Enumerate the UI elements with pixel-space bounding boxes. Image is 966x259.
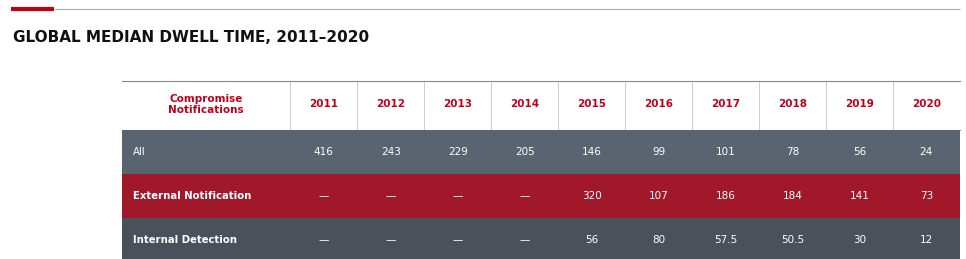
Text: 56: 56	[585, 235, 598, 245]
Text: 2020: 2020	[912, 99, 941, 110]
Text: 50.5: 50.5	[781, 235, 804, 245]
Text: 57.5: 57.5	[714, 235, 737, 245]
Text: 12: 12	[920, 235, 933, 245]
Text: —: —	[452, 235, 463, 245]
Text: 2013: 2013	[443, 99, 472, 110]
Text: 243: 243	[381, 147, 401, 157]
Text: 24: 24	[920, 147, 933, 157]
Text: GLOBAL MEDIAN DWELL TIME, 2011–2020: GLOBAL MEDIAN DWELL TIME, 2011–2020	[13, 30, 369, 45]
Text: Internal Detection: Internal Detection	[133, 235, 238, 245]
Text: 2012: 2012	[377, 99, 406, 110]
Text: 2016: 2016	[644, 99, 673, 110]
Text: 78: 78	[785, 147, 799, 157]
Text: External Notification: External Notification	[133, 191, 252, 201]
Text: 229: 229	[448, 147, 468, 157]
Text: 107: 107	[649, 191, 668, 201]
Text: 80: 80	[652, 235, 666, 245]
Text: Compromise
Notifications: Compromise Notifications	[168, 94, 243, 115]
Text: 320: 320	[582, 191, 602, 201]
Text: 99: 99	[652, 147, 666, 157]
Text: —: —	[385, 235, 396, 245]
Text: 416: 416	[314, 147, 334, 157]
Text: —: —	[452, 191, 463, 201]
FancyBboxPatch shape	[122, 174, 960, 218]
Text: 141: 141	[849, 191, 869, 201]
Text: 186: 186	[716, 191, 735, 201]
FancyBboxPatch shape	[122, 218, 960, 259]
Text: —: —	[319, 235, 329, 245]
Text: 2015: 2015	[577, 99, 606, 110]
Text: 73: 73	[920, 191, 933, 201]
Text: 2017: 2017	[711, 99, 740, 110]
FancyBboxPatch shape	[122, 130, 960, 174]
Text: —: —	[385, 191, 396, 201]
Text: 2011: 2011	[309, 99, 338, 110]
Text: 30: 30	[853, 235, 866, 245]
Text: 205: 205	[515, 147, 534, 157]
Text: 2014: 2014	[510, 99, 539, 110]
Text: 146: 146	[582, 147, 602, 157]
Text: 2018: 2018	[778, 99, 807, 110]
Text: 101: 101	[716, 147, 735, 157]
Text: 2019: 2019	[845, 99, 874, 110]
Text: 184: 184	[782, 191, 803, 201]
Text: 56: 56	[853, 147, 866, 157]
Text: All: All	[133, 147, 146, 157]
Text: —: —	[319, 191, 329, 201]
Text: —: —	[520, 235, 529, 245]
Text: —: —	[520, 191, 529, 201]
